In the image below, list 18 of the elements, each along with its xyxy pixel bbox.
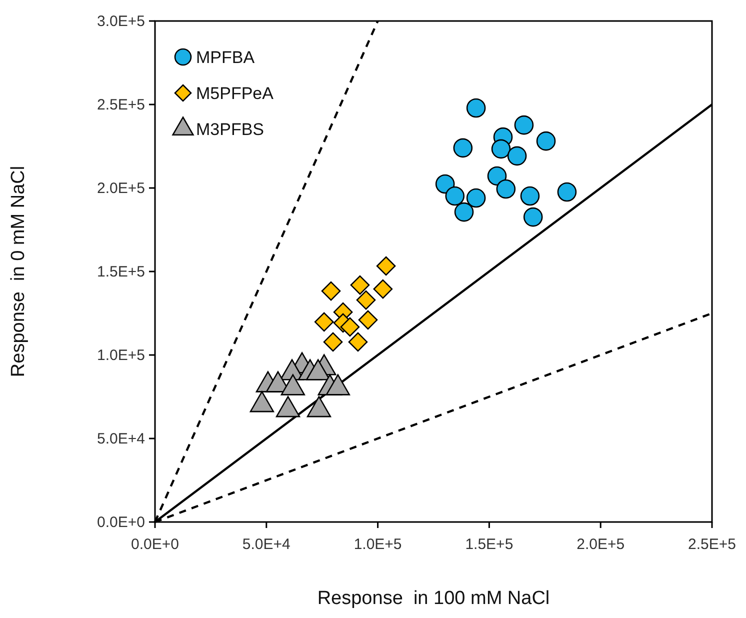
y-tick-label: 5.0E+4 bbox=[97, 430, 145, 448]
x-tick-label: 0.0E+0 bbox=[131, 536, 179, 553]
y-tick-label: 0.0E+0 bbox=[97, 514, 145, 531]
y-tick-label: 3.0E+5 bbox=[97, 13, 145, 30]
x-tick-label: 1.5E+5 bbox=[465, 536, 514, 553]
legend-label: MPFBA bbox=[196, 48, 256, 67]
y-axis-title: Response in 0 mM NaCl bbox=[8, 166, 29, 378]
legend-label: M3PFBS bbox=[196, 120, 264, 139]
y-tick-label: 1.5E+5 bbox=[97, 264, 145, 280]
x-tick-label: 2.0E+5 bbox=[576, 536, 625, 553]
y-tick-label: 2.0E+5 bbox=[97, 180, 145, 197]
x-tick-label: 2.5E+5 bbox=[688, 536, 736, 553]
y-tick-label: 2.5E+5 bbox=[97, 96, 145, 114]
x-tick-label: 1.0E+5 bbox=[354, 536, 402, 553]
x-axis-title: Response in 100 mM NaCl bbox=[317, 588, 550, 609]
y-tick-label: 1.0E+5 bbox=[97, 347, 145, 364]
legend-label: M5PFPeA bbox=[196, 84, 274, 103]
x-tick-label: 5.0E+4 bbox=[242, 536, 290, 553]
